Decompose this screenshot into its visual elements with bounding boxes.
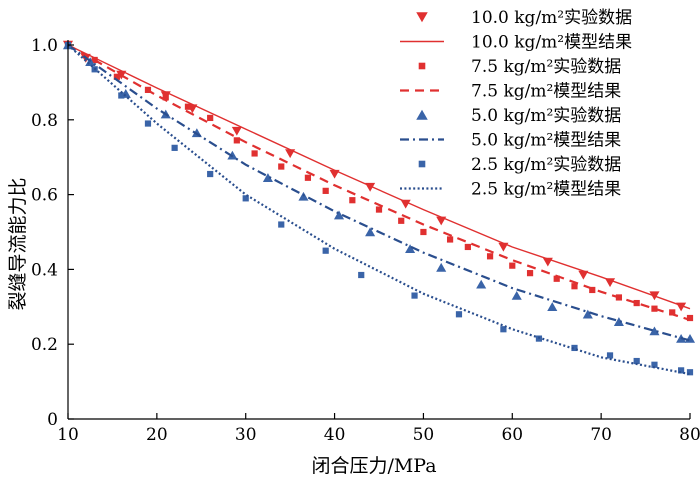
data-point-s2-2 (113, 73, 120, 80)
x-tick-label-1: 20 (146, 425, 168, 445)
legend-label-4: 5.0 kg/m²实验数据 (471, 106, 621, 126)
data-point-s2-5 (184, 103, 192, 110)
legend-swatch-2 (418, 62, 426, 70)
data-point-s2-17 (464, 243, 471, 251)
data-point-s6-18 (678, 367, 685, 374)
data-point-s6-17 (651, 361, 658, 368)
legend-label-5: 5.0 kg/m²模型结果 (471, 131, 621, 151)
data-point-s4-16 (613, 317, 624, 326)
data-point-s6-10 (411, 292, 418, 299)
data-point-s6-11 (455, 311, 463, 318)
y-tick-label-4: 0.8 (31, 111, 58, 131)
data-point-s6-12 (500, 326, 507, 333)
data-point-s4-14 (547, 302, 558, 311)
data-point-s4-17 (649, 326, 660, 336)
axes: 10 20 30 40 50 60 70 80 0 0.2 0.4 0.6 0.8 1.0 (31, 36, 700, 445)
data-point-s6-2 (118, 92, 125, 99)
data-point-s6-5 (207, 170, 214, 178)
data-point-s4-11 (436, 262, 447, 272)
data-point-s2-9 (278, 163, 285, 170)
legend-label-7: 2.5 kg/m²模型结果 (471, 180, 621, 200)
data-point-s2-16 (446, 236, 454, 243)
series-line-7 (67, 44, 691, 376)
legend-label-3: 7.5 kg/m²模型结果 (471, 82, 621, 102)
x-tick-label-0: 10 (57, 425, 79, 445)
data-point-s2-8 (251, 150, 258, 157)
y-tick-label-3: 0.6 (31, 186, 58, 206)
data-point-s2-13 (375, 206, 383, 213)
data-point-s0-13 (578, 270, 589, 280)
y-tick-label-2: 0.4 (31, 260, 58, 280)
data-point-s4-12 (476, 279, 487, 289)
legend-swatch-0 (416, 12, 428, 23)
data-point-s6-19 (686, 369, 694, 376)
data-point-s2-21 (553, 275, 560, 282)
legend-swatch-6 (418, 160, 426, 168)
data-point-s4-6 (262, 173, 273, 182)
data-point-s2-11 (322, 187, 329, 194)
legend: 10.0 kg/m²实验数据 10.0 kg/m²模型结果 7.5 kg/m²实验数… (400, 8, 632, 200)
series-line-1 (67, 44, 691, 310)
y-tick-label-0: 0 (47, 410, 58, 430)
legend-label-1: 10.0 kg/m²模型结果 (471, 33, 632, 53)
data-point-s4-13 (511, 290, 522, 300)
data-point-s2-6 (207, 114, 214, 122)
data-point-s6-16 (633, 357, 640, 365)
y-axis-title: 裂缝导流能力比 (7, 177, 29, 310)
x-axis-title: 闭合压力/MPa (311, 455, 436, 477)
y-tick-label-5: 1.0 (31, 36, 58, 56)
data-point-s2-10 (304, 174, 312, 181)
data-point-s6-14 (571, 344, 578, 352)
data-point-s2-20 (526, 270, 534, 277)
data-point-s2-27 (669, 309, 676, 316)
data-point-s4-9 (365, 227, 376, 237)
data-point-s2-22 (571, 283, 578, 290)
x-tick-label-6: 70 (590, 425, 612, 445)
data-point-s6-8 (322, 247, 329, 254)
data-point-s2-23 (589, 286, 596, 294)
data-point-s2-4 (162, 94, 169, 101)
data-point-s6-9 (358, 271, 365, 279)
x-tick-label-4: 50 (413, 425, 435, 445)
data-point-s6-4 (171, 144, 178, 151)
data-point-s4-8 (333, 210, 345, 220)
x-tick-label-5: 60 (501, 425, 523, 445)
data-point-s0-9 (400, 199, 411, 209)
series-line-3 (67, 44, 691, 321)
legend-label-6: 2.5 kg/m²实验数据 (471, 155, 621, 175)
data-point-s2-18 (486, 253, 494, 260)
series-line-5 (67, 44, 691, 342)
data-point-s2-12 (349, 197, 356, 204)
y-tick-label-1: 0.2 (31, 335, 58, 355)
data-point-s2-19 (509, 262, 516, 269)
data-point-s4-10 (405, 244, 416, 254)
plot-area (62, 40, 696, 376)
data-point-s2-26 (651, 305, 658, 312)
data-point-s6-6 (242, 195, 249, 202)
data-point-s2-28 (686, 314, 694, 322)
x-tick-label-7: 80 (679, 425, 700, 445)
legend-swatch-4 (416, 109, 428, 120)
data-point-s2-15 (420, 228, 427, 236)
data-point-s4-15 (582, 309, 593, 319)
legend-label-2: 7.5 kg/m²实验数据 (471, 57, 621, 77)
x-tick-label-2: 30 (235, 425, 257, 445)
data-point-s6-15 (606, 352, 614, 359)
data-point-s2-14 (398, 217, 405, 224)
data-point-s2-7 (233, 137, 240, 144)
legend-label-0: 10.0 kg/m²实验数据 (471, 8, 632, 28)
data-point-s6-7 (278, 221, 285, 228)
x-tick-label-3: 40 (324, 425, 346, 445)
data-point-s2-25 (633, 299, 640, 307)
data-point-s6-3 (144, 120, 152, 127)
data-point-s4-19 (684, 333, 696, 343)
data-point-s0-5 (231, 126, 242, 136)
